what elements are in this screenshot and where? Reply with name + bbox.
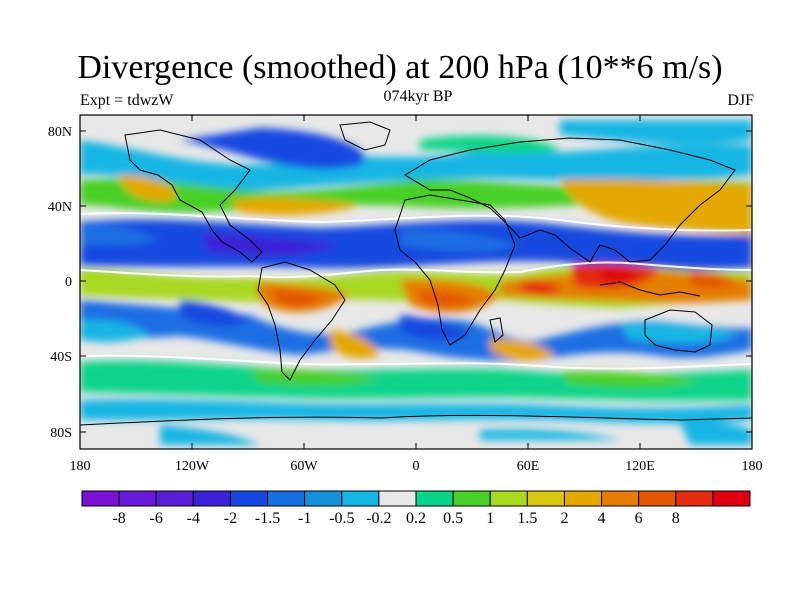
lat-label: 80N <box>48 125 72 140</box>
lat-label: 40N <box>48 200 72 215</box>
lon-label: 0 <box>413 459 420 474</box>
season-label: DJF <box>727 92 754 109</box>
lon-label: 180 <box>70 459 91 474</box>
page-title: Divergence (smoothed) at 200 hPa (10**6 … <box>77 49 723 86</box>
divergence-field <box>80 115 752 449</box>
lat-label: 40S <box>50 350 72 365</box>
time-label: 074kyr BP <box>383 88 453 105</box>
lon-label: 60W <box>290 459 318 474</box>
lon-label: 120E <box>625 459 655 474</box>
experiment-label: Expt = tdwzW <box>80 92 174 109</box>
lat-label: 80S <box>50 426 72 441</box>
lat-label: 0 <box>65 275 72 290</box>
lon-label: 120W <box>175 459 210 474</box>
lat-axis: 80N 40N 0 40S 80S <box>48 125 752 441</box>
lon-label: 60E <box>517 459 540 474</box>
coastlines <box>80 121 752 426</box>
lon-axis: 180 120W 60W 0 60E 120E 180 <box>70 115 763 474</box>
lon-label: 180 <box>742 459 763 474</box>
